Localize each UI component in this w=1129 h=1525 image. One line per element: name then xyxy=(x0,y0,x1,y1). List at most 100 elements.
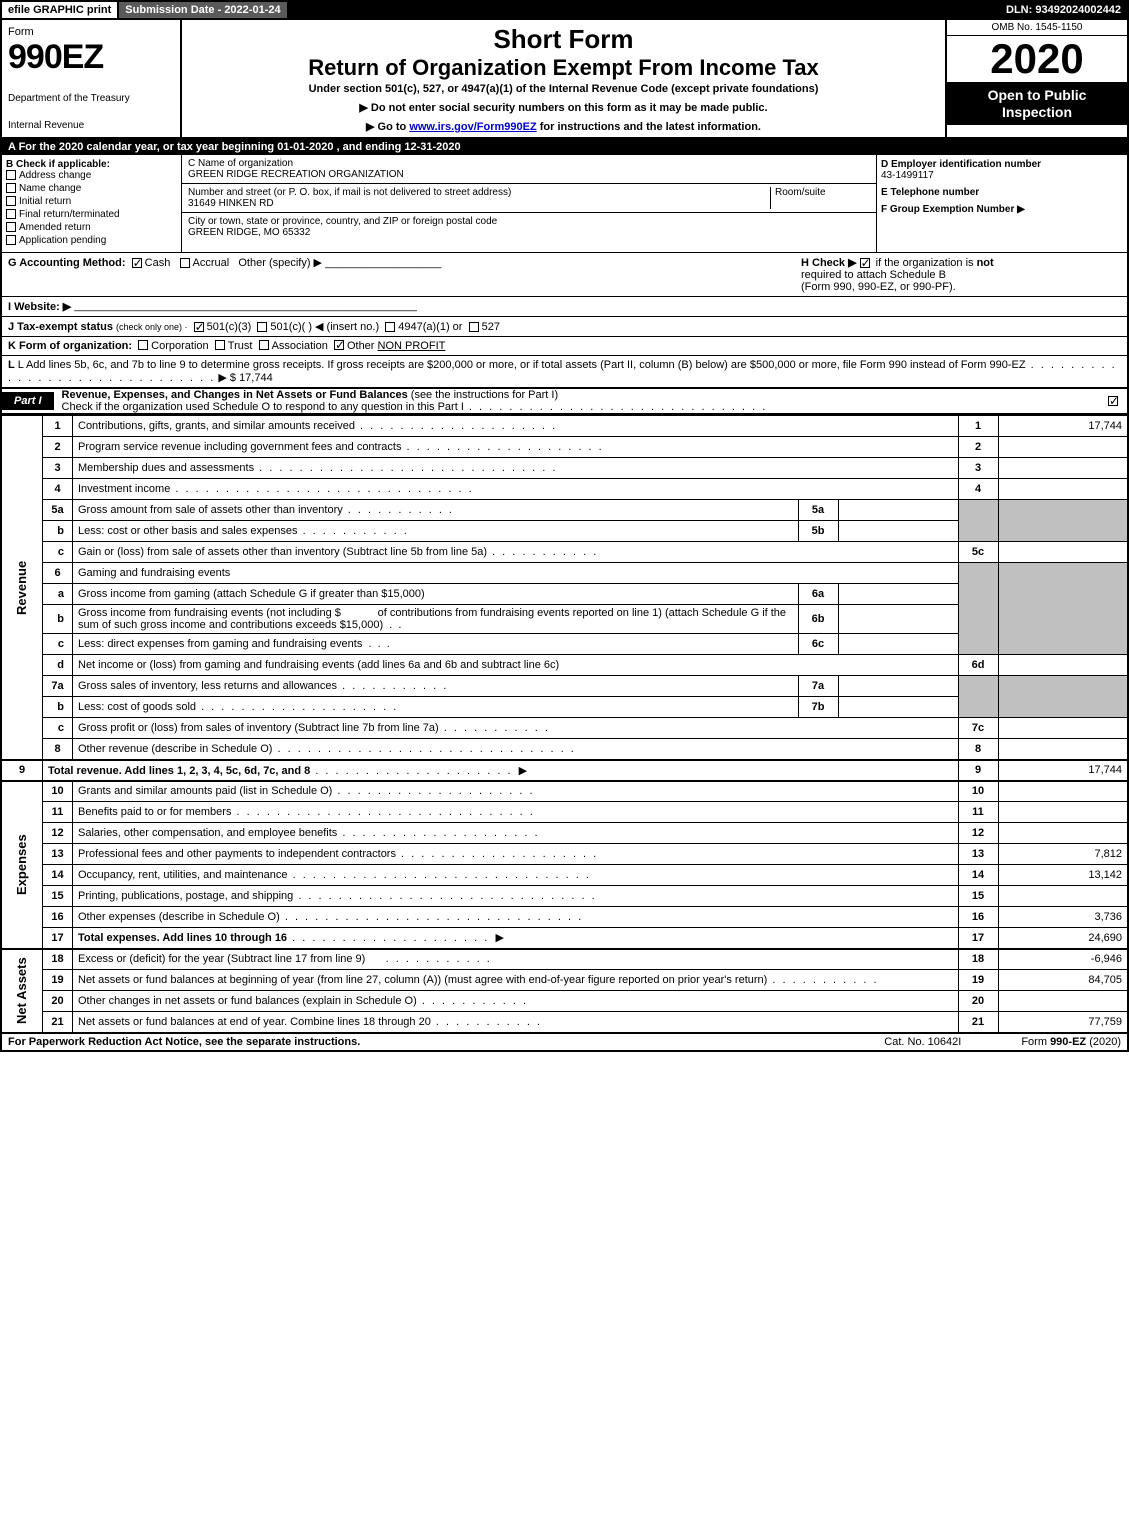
title-box: Short Form Return of Organization Exempt… xyxy=(182,20,947,137)
table-row: 15 Printing, publications, postage, and … xyxy=(1,886,1128,907)
cb-address-change[interactable]: Address change xyxy=(6,170,177,181)
table-row: 2 Program service revenue including gove… xyxy=(1,437,1128,458)
line-a: A For the 2020 calendar year, or tax yea… xyxy=(0,139,1129,155)
form-number: 990EZ xyxy=(8,38,174,77)
line-k: K Form of organization: Corporation Trus… xyxy=(0,337,1129,356)
dln-label: DLN: 93492024002442 xyxy=(1000,2,1127,18)
form-ref: Form 990-EZ (2020) xyxy=(1021,1036,1121,1048)
dept-irs: Internal Revenue xyxy=(8,120,174,131)
checkbox-icon xyxy=(6,222,16,232)
table-row: 5a Gross amount from sale of assets othe… xyxy=(1,500,1128,521)
checkbox-icon xyxy=(6,183,16,193)
top-bar: efile GRAPHIC print Submission Date - 20… xyxy=(0,0,1129,20)
c-addr-row: Number and street (or P. O. box, if mail… xyxy=(182,184,876,213)
open-to-public: Open to Public Inspection xyxy=(947,83,1127,125)
table-row: 16 Other expenses (describe in Schedule … xyxy=(1,907,1128,928)
b-title: B Check if applicable: xyxy=(6,159,177,170)
table-row: 20 Other changes in net assets or fund b… xyxy=(1,991,1128,1012)
room-suite: Room/suite xyxy=(770,187,870,209)
short-form-title: Short Form xyxy=(192,24,935,55)
form-header: Form 990EZ Department of the Treasury In… xyxy=(0,20,1129,139)
checkbox-icon xyxy=(257,322,267,332)
table-row: 12 Salaries, other compensation, and emp… xyxy=(1,823,1128,844)
c-name-row: C Name of organization GREEN RIDGE RECRE… xyxy=(182,155,876,184)
checkbox-icon xyxy=(385,322,395,332)
instr2-post: for instructions and the latest informat… xyxy=(537,121,761,133)
part1-label: Part I xyxy=(2,392,54,410)
page-footer: For Paperwork Reduction Act Notice, see … xyxy=(0,1033,1129,1052)
instruction-2: ▶ Go to www.irs.gov/Form990EZ for instru… xyxy=(192,120,935,133)
instr2-pre: ▶ Go to xyxy=(366,121,409,133)
right-box: OMB No. 1545-1150 2020 Open to Public In… xyxy=(947,20,1127,137)
cb-initial-return[interactable]: Initial return xyxy=(6,196,177,207)
cat-no: Cat. No. 10642I xyxy=(884,1036,961,1048)
col-d: D Employer identification number43-14991… xyxy=(877,155,1127,252)
checkbox-icon xyxy=(6,196,16,206)
checkbox-icon xyxy=(1108,396,1118,406)
part1-title: Revenue, Expenses, and Changes in Net As… xyxy=(62,389,768,413)
city-label: City or town, state or province, country… xyxy=(188,216,497,227)
cb-amended-return[interactable]: Amended return xyxy=(6,222,177,233)
checkbox-icon xyxy=(259,340,269,350)
checkbox-icon xyxy=(180,258,190,268)
checkbox-icon xyxy=(6,209,16,219)
checkbox-icon xyxy=(860,258,870,268)
checkbox-icon xyxy=(138,340,148,350)
checkbox-icon xyxy=(132,258,142,268)
omb-number: OMB No. 1545-1150 xyxy=(947,20,1127,36)
cb-name-change[interactable]: Name change xyxy=(6,183,177,194)
line-g: G Accounting Method: Cash Accrual Other … xyxy=(8,256,801,293)
irs-link[interactable]: www.irs.gov/Form990EZ xyxy=(409,121,536,133)
line-j: J Tax-exempt status (check only one) · 5… xyxy=(0,317,1129,337)
table-row: 14 Occupancy, rent, utilities, and maint… xyxy=(1,865,1128,886)
main-title: Return of Organization Exempt From Incom… xyxy=(192,55,935,81)
table-row: 3 Membership dues and assessments 3 xyxy=(1,458,1128,479)
d-ein: D Employer identification number43-14991… xyxy=(881,159,1123,181)
e-phone: E Telephone number xyxy=(881,187,1123,198)
net-assets-side-label: Net Assets xyxy=(1,949,43,1033)
table-row: 13 Professional fees and other payments … xyxy=(1,844,1128,865)
table-row: Net Assets 18 Excess or (deficit) for th… xyxy=(1,949,1128,970)
paperwork-notice: For Paperwork Reduction Act Notice, see … xyxy=(8,1036,360,1048)
sub-title: Under section 501(c), 527, or 4947(a)(1)… xyxy=(192,83,935,95)
addr-val: 31649 HINKEN RD xyxy=(188,198,274,209)
addr-label: Number and street (or P. O. box, if mail… xyxy=(188,187,511,198)
table-row: d Net income or (loss) from gaming and f… xyxy=(1,655,1128,676)
checkbox-icon xyxy=(6,170,16,180)
checkbox-icon xyxy=(469,322,479,332)
f-group: F Group Exemption Number ▶ xyxy=(881,204,1123,215)
table-row: 19 Net assets or fund balances at beginn… xyxy=(1,970,1128,991)
expenses-side-label: Expenses xyxy=(1,781,43,949)
checkbox-icon xyxy=(6,235,16,245)
table-row: 21 Net assets or fund balances at end of… xyxy=(1,1012,1128,1033)
checkbox-icon xyxy=(215,340,225,350)
submission-date: Submission Date - 2022-01-24 xyxy=(117,2,288,18)
table-row: Revenue 1 Contributions, gifts, grants, … xyxy=(1,416,1128,437)
table-row: 8 Other revenue (describe in Schedule O)… xyxy=(1,739,1128,760)
c-label: C Name of organization xyxy=(188,158,293,169)
col-c: C Name of organization GREEN RIDGE RECRE… xyxy=(182,155,877,252)
table-row: 4 Investment income 4 xyxy=(1,479,1128,500)
form-label: Form xyxy=(8,26,174,38)
instruction-1: ▶ Do not enter social security numbers o… xyxy=(192,101,935,114)
table-row: 11 Benefits paid to or for members 11 xyxy=(1,802,1128,823)
table-row: 7a Gross sales of inventory, less return… xyxy=(1,676,1128,697)
revenue-side-label: Revenue xyxy=(1,416,43,760)
line-h: H Check ▶ if the organization is not req… xyxy=(801,256,1121,293)
efile-print-label[interactable]: efile GRAPHIC print xyxy=(2,2,117,18)
cb-application-pending[interactable]: Application pending xyxy=(6,235,177,246)
checkbox-icon xyxy=(194,322,204,332)
table-row: c Gain or (loss) from sale of assets oth… xyxy=(1,542,1128,563)
table-row: c Gross profit or (loss) from sales of i… xyxy=(1,718,1128,739)
table-row: Expenses 10 Grants and similar amounts p… xyxy=(1,781,1128,802)
c-city-row: City or town, state or province, country… xyxy=(182,213,876,241)
line-g-h: G Accounting Method: Cash Accrual Other … xyxy=(0,253,1129,297)
city-val: GREEN RIDGE, MO 65332 xyxy=(188,227,310,238)
part1-table: Revenue 1 Contributions, gifts, grants, … xyxy=(0,415,1129,1033)
tax-year: 2020 xyxy=(947,36,1127,83)
part1-check[interactable] xyxy=(1108,395,1121,407)
table-row: 9 Total revenue. Add lines 1, 2, 3, 4, 5… xyxy=(1,760,1128,781)
form-number-box: Form 990EZ Department of the Treasury In… xyxy=(2,20,182,137)
table-row: 17 Total expenses. Add lines 10 through … xyxy=(1,928,1128,949)
cb-final-return[interactable]: Final return/terminated xyxy=(6,209,177,220)
